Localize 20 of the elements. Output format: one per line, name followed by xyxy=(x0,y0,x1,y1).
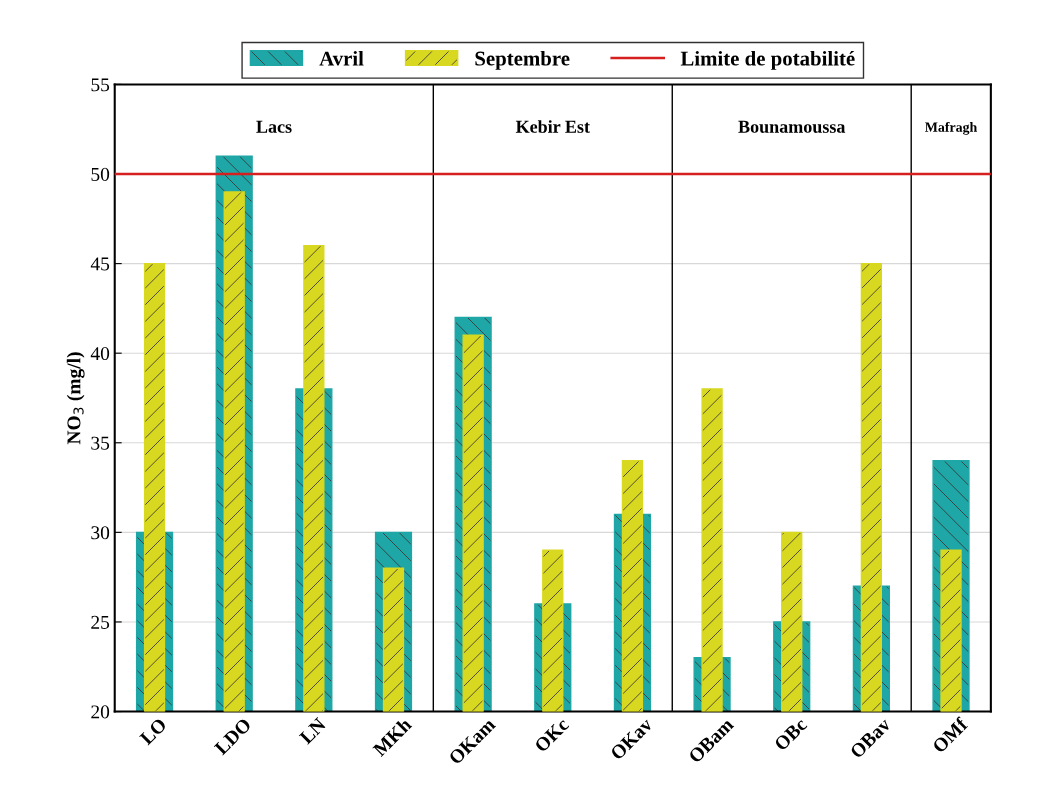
y-tick-label: 55 xyxy=(91,78,110,92)
legend-label: Limite de potabilité xyxy=(680,50,855,70)
x-tick-label: LN xyxy=(298,717,327,745)
y-tick-label: 40 xyxy=(90,347,110,361)
annotation: Kebir Est xyxy=(515,120,590,133)
annotation: Lacs xyxy=(256,120,292,133)
x-tick-label: OBc xyxy=(773,717,808,752)
y-tick-label: 45 xyxy=(90,257,110,271)
x-tick-label: LO xyxy=(139,717,168,746)
legend-label: Septembre xyxy=(475,50,570,70)
y-tick-label: 20 xyxy=(91,705,110,719)
annotation: Bounamoussa xyxy=(738,120,846,133)
y-tick-label: 35 xyxy=(91,436,110,450)
y-axis-title: NO$_{3}$ (mg/l) xyxy=(66,352,85,445)
annotation: Mafragh xyxy=(925,121,978,135)
y-tick-label: 25 xyxy=(91,615,110,629)
legend-label: Avril xyxy=(319,50,364,66)
x-tick-label: OKc xyxy=(533,717,570,753)
y-tick-label: 30 xyxy=(91,526,110,540)
y-tick-label: 50 xyxy=(91,167,110,181)
